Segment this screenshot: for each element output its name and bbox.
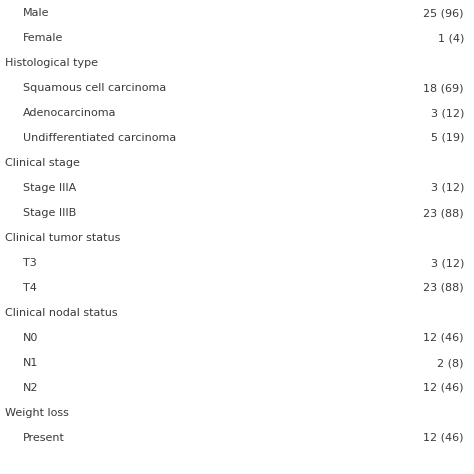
Text: Stage IIIB: Stage IIIB [23, 208, 76, 218]
Text: 12 (46): 12 (46) [423, 333, 464, 343]
Text: 12 (46): 12 (46) [423, 433, 464, 443]
Text: 23 (88): 23 (88) [423, 283, 464, 293]
Text: Clinical nodal status: Clinical nodal status [5, 308, 118, 318]
Text: 5 (19): 5 (19) [430, 133, 464, 143]
Text: Female: Female [23, 33, 64, 43]
Text: Clinical stage: Clinical stage [5, 158, 80, 168]
Text: 3 (12): 3 (12) [430, 258, 464, 268]
Text: Clinical tumor status: Clinical tumor status [5, 233, 120, 243]
Text: Squamous cell carcinoma: Squamous cell carcinoma [23, 83, 166, 93]
Text: Stage IIIA: Stage IIIA [23, 183, 76, 193]
Text: 2 (8): 2 (8) [438, 358, 464, 368]
Text: Male: Male [23, 8, 49, 18]
Text: 3 (12): 3 (12) [430, 183, 464, 193]
Text: T3: T3 [23, 258, 37, 268]
Text: N1: N1 [23, 358, 38, 368]
Text: 1 (4): 1 (4) [438, 33, 464, 43]
Text: Weight loss: Weight loss [5, 408, 69, 418]
Text: 23 (88): 23 (88) [423, 208, 464, 218]
Text: N2: N2 [23, 383, 38, 393]
Text: Histological type: Histological type [5, 58, 98, 68]
Text: N0: N0 [23, 333, 38, 343]
Text: T4: T4 [23, 283, 37, 293]
Text: 25 (96): 25 (96) [423, 8, 464, 18]
Text: Undifferentiated carcinoma: Undifferentiated carcinoma [23, 133, 176, 143]
Text: Adenocarcinoma: Adenocarcinoma [23, 108, 117, 118]
Text: 18 (69): 18 (69) [423, 83, 464, 93]
Text: 12 (46): 12 (46) [423, 383, 464, 393]
Text: Present: Present [23, 433, 65, 443]
Text: 3 (12): 3 (12) [430, 108, 464, 118]
